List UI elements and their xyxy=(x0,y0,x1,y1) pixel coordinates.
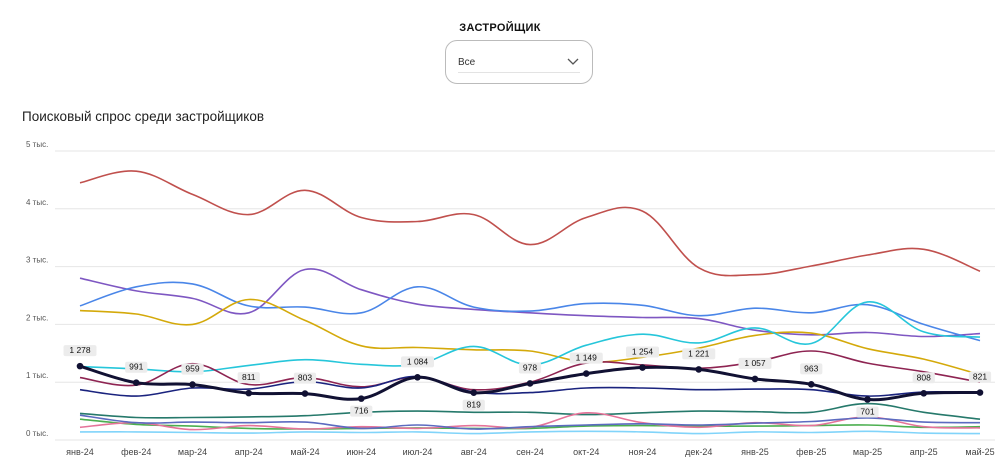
data-label: 819 xyxy=(467,400,481,410)
data-point xyxy=(76,362,84,370)
data-label-bg xyxy=(462,399,485,411)
data-point xyxy=(245,389,253,397)
data-point xyxy=(470,389,478,396)
data-point xyxy=(920,389,928,397)
x-tick-label: апр-25 xyxy=(910,447,938,457)
x-tick-label: мар-25 xyxy=(853,447,882,457)
data-label: 701 xyxy=(860,406,874,416)
x-tick-label: фев-25 xyxy=(796,447,826,457)
developer-select-value: Все xyxy=(458,56,476,68)
chart-series xyxy=(76,170,984,435)
data-label: 991 xyxy=(129,362,143,372)
series-line xyxy=(79,375,981,397)
data-label-bg xyxy=(63,345,97,357)
x-tick-label: сен-24 xyxy=(516,447,543,457)
data-label: 1 278 xyxy=(69,345,91,355)
data-point xyxy=(301,390,309,397)
data-labels: 1 278 991 959 811 803 716 1 084 819 978 1 149 1 25… xyxy=(63,345,992,418)
data-label: 811 xyxy=(242,372,256,382)
series-line xyxy=(79,414,981,430)
x-tick-label: май-24 xyxy=(290,447,319,457)
data-point xyxy=(189,381,196,388)
developer-filter-card: Все xyxy=(445,40,593,84)
x-tick-label: фев-24 xyxy=(121,447,151,457)
x-tick-label: май-25 xyxy=(965,447,994,457)
data-label-bg xyxy=(125,361,148,373)
x-tick-label: янв-24 xyxy=(66,447,94,457)
data-point xyxy=(751,375,759,383)
data-label: 963 xyxy=(804,363,818,373)
developer-select[interactable]: Все xyxy=(458,52,580,73)
data-point xyxy=(582,370,590,377)
data-point xyxy=(414,374,421,381)
y-axis: 0 тыс. 1 тыс. 2 тыс. 3 тыс. 4 тыс. 5 тыс. xyxy=(26,140,48,438)
series-line xyxy=(79,430,981,435)
series-line xyxy=(79,170,981,277)
data-label-bg xyxy=(856,406,879,418)
data-label: 1 057 xyxy=(744,358,766,368)
data-point xyxy=(807,381,815,388)
data-label: 821 xyxy=(973,372,987,382)
data-point xyxy=(526,380,534,387)
data-label: 716 xyxy=(354,406,368,416)
x-tick-label: июн-24 xyxy=(346,447,376,457)
chevron-down-icon xyxy=(567,58,579,65)
data-point xyxy=(864,396,871,403)
x-tick-label: дек-24 xyxy=(685,447,712,457)
data-label-bg xyxy=(350,405,373,417)
data-label-bg xyxy=(800,363,823,375)
data-label-bg xyxy=(237,372,260,384)
data-label: 978 xyxy=(523,362,537,372)
data-label-bg xyxy=(968,371,992,383)
series-line xyxy=(79,418,981,430)
data-point xyxy=(976,389,984,396)
y-tick-label: 1 тыс. xyxy=(26,371,48,380)
series-line xyxy=(79,402,981,420)
y-tick-label: 4 тыс. xyxy=(26,198,48,207)
data-label-bg xyxy=(569,352,603,364)
data-label-bg xyxy=(401,356,434,368)
series-line xyxy=(79,298,981,376)
data-label: 959 xyxy=(185,364,199,374)
x-tick-label: ноя-24 xyxy=(629,447,657,457)
x-tick-label: янв-25 xyxy=(741,447,769,457)
y-tick-label: 5 тыс. xyxy=(26,140,48,149)
x-tick-label: июл-24 xyxy=(403,447,433,457)
chart-grid xyxy=(55,150,995,441)
data-point xyxy=(132,379,140,387)
series-line xyxy=(79,268,981,338)
data-label-bg xyxy=(626,346,659,358)
y-tick-label: 2 тыс. xyxy=(26,313,48,322)
y-tick-label: 0 тыс. xyxy=(26,429,48,438)
data-label-bg xyxy=(682,348,716,360)
data-label: 1 254 xyxy=(632,347,654,357)
data-label: 803 xyxy=(298,373,312,383)
data-label-bg xyxy=(738,357,772,369)
series-line xyxy=(79,281,981,342)
data-point xyxy=(639,364,646,371)
y-tick-label: 3 тыс. xyxy=(26,256,48,265)
x-tick-label: окт-24 xyxy=(573,447,599,457)
data-label-bg xyxy=(293,372,317,384)
data-label: 1 149 xyxy=(576,353,598,363)
data-label-bg xyxy=(181,363,204,375)
data-label-bg xyxy=(912,372,935,384)
data-point xyxy=(695,366,703,373)
data-point xyxy=(357,395,365,402)
data-label: 808 xyxy=(917,372,931,382)
chart-title: Поисковый спрос среди застройщиков xyxy=(22,109,265,124)
x-axis: янв-24 фев-24 мар-24 апр-24 май-24 июн-24 июл-… xyxy=(66,447,994,457)
data-label: 1 084 xyxy=(407,356,429,366)
data-label-bg xyxy=(518,362,542,374)
x-tick-label: авг-24 xyxy=(461,447,487,457)
x-tick-label: апр-24 xyxy=(235,447,263,457)
data-label: 1 221 xyxy=(688,348,710,358)
x-tick-label: мар-24 xyxy=(178,447,207,457)
filter-title: ЗАСТРОЙЩИК xyxy=(459,22,541,34)
